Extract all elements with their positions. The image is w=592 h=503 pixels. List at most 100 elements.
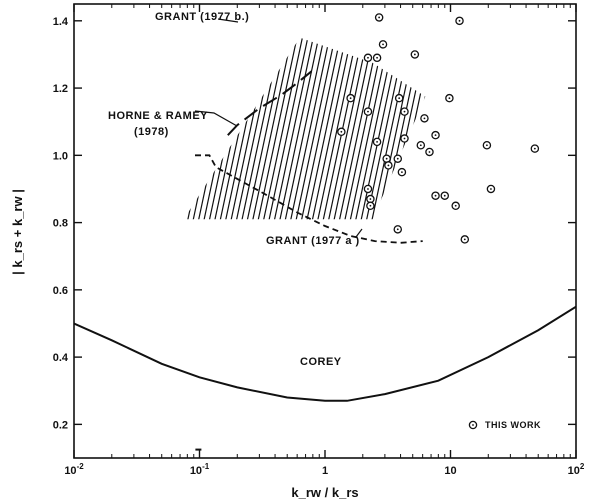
data-point-center <box>448 97 451 100</box>
data-point-26 <box>440 191 450 200</box>
y-axis-label: | k_rs + k_rw | <box>10 189 25 275</box>
hatch-line <box>235 37 277 220</box>
data-point-center <box>434 134 437 137</box>
data-point-center <box>367 56 369 59</box>
x-tick-label-1: 10-1 <box>190 462 210 477</box>
hatch-line <box>262 37 305 220</box>
x-tick-label-2: 1 <box>322 465 328 477</box>
hatch-line <box>375 37 418 220</box>
y-tick-label-5: 1.2 <box>53 83 68 95</box>
data-point-center <box>463 238 466 241</box>
hatch-line <box>283 37 326 220</box>
data-point-center <box>340 130 343 133</box>
data-point-center <box>396 157 399 160</box>
hatch-line <box>469 33 510 225</box>
data-point-5 <box>372 53 382 63</box>
data-point-24 <box>363 184 373 194</box>
data-point-21 <box>397 167 407 177</box>
plot-frame <box>73 3 577 459</box>
curves <box>74 70 576 402</box>
data-point-center <box>376 140 378 143</box>
grant-1977b-leader <box>217 18 239 23</box>
hatch-line <box>447 33 488 225</box>
grant-1977a-curve <box>195 154 423 244</box>
hatch-line <box>463 33 504 225</box>
data-point-center <box>490 188 492 190</box>
hatch-line <box>305 37 348 220</box>
data-point-center <box>369 198 372 200</box>
annotation-horne-ramey-line1: HORNE & RAMEY <box>108 110 208 122</box>
data-point-14 <box>372 137 382 147</box>
data-point-center <box>443 194 446 197</box>
annotation-grant-1977b: GRANT (1977 b.) <box>155 11 249 23</box>
data-point-12 <box>337 127 346 137</box>
hatch-line <box>183 37 223 220</box>
hatch-line <box>207 37 250 220</box>
hatch-line <box>229 37 272 220</box>
hatch-line <box>251 37 294 220</box>
data-point-0 <box>374 13 384 22</box>
hatch-line <box>272 37 315 220</box>
x-tick-label-3: 10 <box>444 465 456 477</box>
y-tick-label-4: 1.0 <box>53 150 68 162</box>
data-point-center <box>434 194 437 197</box>
data-point-29 <box>451 201 460 211</box>
hatch-line <box>310 37 353 220</box>
annotation-horne-ramey-line2: (1978) <box>134 126 169 138</box>
horne-ramey-leader <box>194 110 238 127</box>
hatch-line <box>224 37 267 220</box>
y-tick-label-2: 0.6 <box>53 285 68 297</box>
y-tick-label-0: 0.2 <box>53 419 68 431</box>
y-tick-label-1: 0.4 <box>53 352 69 364</box>
data-point-center <box>378 16 381 19</box>
data-point-center <box>428 151 431 153</box>
grant-1977a-leader <box>355 228 363 238</box>
hatch-line <box>332 37 375 220</box>
this-work-points <box>337 13 540 244</box>
hatch-line <box>240 37 283 220</box>
hatch-line <box>202 37 245 220</box>
x-axis-label: k_rw / k_rs <box>291 485 358 500</box>
hatch-line <box>392 37 426 220</box>
grant-1977b-hatched-region <box>183 33 510 225</box>
data-point-center <box>367 110 369 113</box>
data-point-center <box>454 204 457 207</box>
data-point-23 <box>530 144 540 153</box>
hatch-line <box>186 37 229 220</box>
data-point-3 <box>410 50 420 59</box>
hatch-line <box>183 37 218 220</box>
data-point-32 <box>460 235 470 244</box>
hatch-line <box>327 37 370 220</box>
annotation-leaders <box>194 18 363 238</box>
hatch-line <box>381 37 424 220</box>
data-point-31 <box>393 225 403 234</box>
data-point-13 <box>400 134 409 143</box>
hatch-line <box>218 37 261 220</box>
data-point-25 <box>431 191 440 200</box>
hatch-line <box>191 37 234 220</box>
legend-label: THIS WORK <box>485 420 541 430</box>
x-tick-label-4: 102 <box>568 462 585 477</box>
data-point-15 <box>416 140 426 150</box>
hatch-line <box>458 33 499 225</box>
data-point-center <box>396 228 399 231</box>
data-point-center <box>367 188 369 190</box>
hatch-line <box>183 37 212 220</box>
data-point-18 <box>425 147 434 157</box>
horne-ramey-curve <box>227 70 313 136</box>
hatch-line <box>245 37 288 220</box>
data-point-center <box>403 110 406 113</box>
annotation-grant-1977a: GRANT (1977 a ) <box>266 235 360 247</box>
data-point-19 <box>482 140 492 150</box>
corey-curve <box>74 305 576 402</box>
data-point-center <box>403 137 406 140</box>
data-point-center <box>382 43 384 46</box>
data-point-20 <box>382 154 391 163</box>
data-point-center <box>533 147 536 150</box>
data-point-center <box>413 53 416 56</box>
annotation-corey: COREY <box>300 356 342 368</box>
data-point-center <box>349 97 352 100</box>
hatch-line <box>183 37 207 220</box>
hatch-line <box>267 37 310 220</box>
